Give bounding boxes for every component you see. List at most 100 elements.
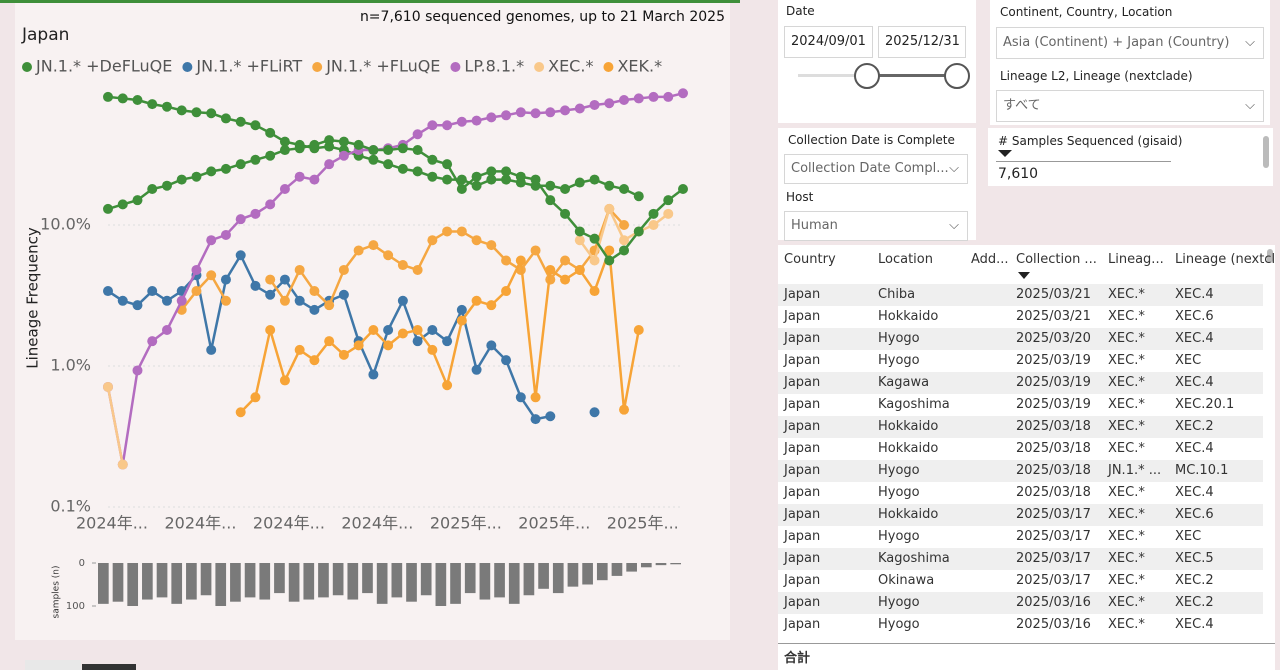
data-point: [471, 180, 482, 191]
data-point: [132, 95, 143, 106]
table-cell: Japan: [784, 507, 821, 522]
date-slicer: Date 2024/09/01 2025/12/31: [778, 0, 976, 123]
table-cell: XEC.*: [1108, 595, 1145, 610]
location-dropdown[interactable]: Asia (Continent) + Japan (Country) ⌵: [996, 27, 1264, 59]
data-point: [412, 145, 423, 156]
bar: [523, 563, 535, 596]
complete-dropdown[interactable]: Collection Date Compl... ⌵: [784, 154, 968, 184]
data-point: [383, 250, 394, 261]
table-cell: Hyogo: [878, 595, 920, 610]
data-point: [147, 184, 158, 195]
host-dropdown[interactable]: Human ⌵: [784, 211, 968, 241]
bar: [450, 563, 461, 604]
data-point: [279, 184, 290, 195]
table-cell: JN.1.* ...: [1108, 463, 1162, 478]
card-title: # Samples Sequenced (gisaid): [998, 134, 1183, 148]
data-point: [206, 235, 217, 246]
data-point: [294, 295, 305, 306]
table-cell: Kagoshima: [878, 397, 950, 412]
data-point: [619, 95, 630, 106]
data-point: [383, 340, 394, 351]
slider-handle[interactable]: [854, 63, 880, 89]
legend-label: JN.1.* +DeFLuQE: [35, 57, 172, 76]
data-point: [456, 315, 467, 326]
table-row: [778, 394, 1263, 416]
data-point: [560, 184, 571, 195]
data-point: [338, 349, 349, 360]
lineage-dropdown[interactable]: すべて ⌵: [996, 90, 1264, 122]
data-point: [147, 99, 158, 110]
data-point: [397, 260, 408, 271]
sort-arrow[interactable]: [1018, 272, 1030, 279]
data-point: [560, 255, 571, 266]
scrollbar[interactable]: [1267, 249, 1273, 263]
page-tab-active[interactable]: [82, 664, 136, 670]
table-cell: XEC.*: [1108, 551, 1145, 566]
slider-range: [866, 74, 956, 77]
data-point: [309, 174, 320, 185]
data-point: [250, 392, 261, 403]
data-point: [545, 195, 556, 206]
data-point: [309, 304, 320, 315]
table-cell: XEC.5: [1175, 551, 1214, 566]
table-row: [778, 548, 1263, 570]
caret: ⌵: [949, 218, 959, 233]
table-cell: XEC.*: [1108, 331, 1145, 346]
y-tick-label: 10.0%: [40, 215, 91, 234]
data-point: [206, 108, 217, 119]
data-point: [663, 91, 674, 102]
bar: [640, 563, 652, 568]
table-cell: XEC.*: [1108, 419, 1145, 434]
scrollbar[interactable]: [1263, 136, 1269, 168]
dropdown-value: Collection Date Compl...: [791, 161, 949, 176]
table-cell: Japan: [784, 419, 821, 434]
slider-handle[interactable]: [944, 63, 970, 89]
table-row: [778, 328, 1263, 350]
legend-marker: [22, 62, 32, 72]
data-point: [235, 116, 246, 127]
data-point: [220, 229, 231, 240]
data-point: [147, 336, 158, 347]
data-point: [161, 180, 172, 191]
data-point: [648, 208, 659, 219]
date-start[interactable]: 2024/09/01: [784, 26, 873, 58]
table-row: [778, 592, 1263, 614]
data-point: [501, 255, 512, 266]
table-cell: Hyogo: [878, 463, 920, 478]
data-point: [456, 116, 467, 127]
table-cell: XEC.2: [1175, 595, 1214, 610]
data-point: [161, 295, 172, 306]
table-cell: XEC: [1175, 529, 1202, 544]
dropdown-value: すべて: [1003, 98, 1041, 113]
bar: [508, 563, 520, 604]
table-row: [778, 526, 1263, 548]
table-cell: XEC.*: [1108, 309, 1145, 324]
data-point: [338, 264, 349, 275]
table-cell: 2025/03/19: [1016, 397, 1091, 412]
data-point: [515, 107, 526, 118]
data-point: [560, 274, 571, 285]
data-point: [456, 304, 467, 315]
data-point: [442, 380, 453, 391]
data-point: [412, 325, 423, 336]
table-cell: Japan: [784, 331, 821, 346]
data-point: [530, 108, 541, 119]
bar: [582, 563, 593, 585]
series-line: [106, 92, 684, 465]
date-end[interactable]: 2025/12/31: [878, 26, 966, 58]
data-point: [456, 226, 467, 237]
table-cell: XEC.2: [1175, 573, 1214, 588]
bar: [98, 563, 109, 604]
data-point: [117, 199, 128, 210]
data-point: [456, 174, 467, 185]
data-point: [235, 407, 246, 418]
data-point: [265, 150, 276, 161]
page-tab[interactable]: [25, 660, 81, 670]
data-point: [250, 280, 261, 291]
table-cell: XEC.20.1: [1175, 397, 1235, 412]
x-tick-label: 2024年...: [253, 514, 325, 533]
data-point: [486, 112, 497, 123]
table-cell: XEC.*: [1108, 375, 1145, 390]
data-point: [619, 220, 630, 230]
data-point: [560, 105, 571, 116]
